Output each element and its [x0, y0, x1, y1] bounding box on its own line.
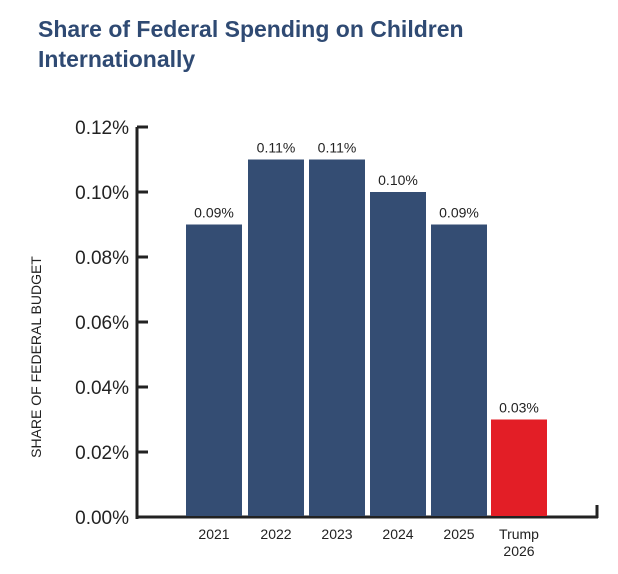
data-label: 0.11% — [318, 140, 357, 156]
bar-2021 — [186, 224, 242, 516]
x-tick-label: Trump — [499, 526, 539, 542]
x-tick-label: 2025 — [443, 526, 474, 542]
y-tick-label: 0.04% — [75, 378, 129, 399]
data-label: 0.03% — [499, 400, 539, 416]
data-label: 0.09% — [439, 205, 479, 221]
bar-trump-2026 — [491, 419, 547, 516]
x-tick-label: 2024 — [382, 526, 413, 542]
x-tick-label: 2026 — [503, 543, 534, 559]
y-tick-label: 0.08% — [75, 248, 129, 269]
chart-title: Share of Federal Spending on Children In… — [38, 16, 464, 72]
data-label: 0.11% — [257, 140, 296, 156]
bar-2022 — [248, 159, 304, 516]
y-tick-label: 0.00% — [75, 508, 129, 529]
bar-2023 — [309, 159, 365, 516]
y-tick-label: 0.06% — [75, 313, 129, 334]
y-tick-label: 0.12% — [75, 118, 129, 139]
x-tick-label: 2021 — [198, 526, 229, 542]
y-tick-label: 0.10% — [75, 183, 129, 204]
bar-2025 — [431, 224, 487, 516]
data-label: 0.09% — [194, 205, 234, 221]
x-tick-label: 2022 — [260, 526, 291, 542]
y-axis-label: SHARE OF FEDERAL BUDGET — [28, 256, 44, 458]
bar-2024 — [370, 192, 426, 516]
y-tick-label: 0.02% — [75, 443, 129, 464]
data-label: 0.10% — [378, 172, 418, 188]
x-tick-label: 2023 — [321, 526, 352, 542]
